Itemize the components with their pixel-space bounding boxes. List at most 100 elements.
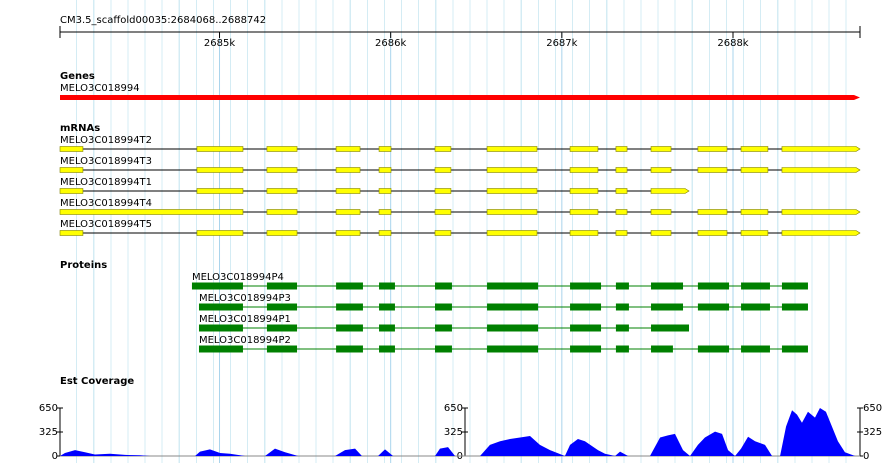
exon — [487, 345, 539, 353]
exon — [570, 345, 602, 353]
exon — [335, 167, 361, 173]
exon — [198, 303, 243, 311]
exon — [266, 188, 298, 194]
exon — [740, 209, 769, 215]
exon — [198, 345, 243, 353]
exon — [266, 282, 298, 290]
x-tick-label: 2687k — [546, 38, 577, 49]
exon — [781, 209, 861, 215]
gene-bar — [60, 95, 860, 100]
feature-name: MELO3C018994T1 — [60, 177, 152, 188]
y-tick-label: 0 — [863, 451, 869, 462]
exon — [434, 167, 452, 173]
exon — [435, 324, 452, 332]
exon — [435, 345, 452, 353]
ruler-title: CM3.5_scaffold00035:2684068..2688742 — [60, 15, 266, 26]
exon — [434, 230, 452, 236]
exon — [196, 188, 244, 194]
exon — [336, 345, 363, 353]
exon — [379, 303, 395, 311]
exon — [266, 167, 298, 173]
exon — [379, 324, 395, 332]
exon — [434, 146, 452, 152]
exon — [615, 230, 628, 236]
exon — [697, 282, 730, 290]
y-tick-label: 325 — [863, 427, 882, 438]
exon — [486, 188, 538, 194]
exon — [781, 167, 861, 173]
exon — [191, 282, 243, 290]
exon — [379, 282, 395, 290]
exon — [569, 230, 599, 236]
exon — [650, 167, 672, 173]
feature-name: MELO3C018994P3 — [199, 293, 291, 304]
exon — [59, 188, 84, 194]
exon — [650, 230, 672, 236]
exon — [615, 209, 628, 215]
exon — [615, 167, 628, 173]
exon — [487, 324, 539, 332]
exon — [335, 188, 361, 194]
exon — [781, 146, 861, 152]
exon — [651, 303, 684, 311]
exon — [266, 146, 298, 152]
exon — [569, 146, 599, 152]
exon — [740, 230, 769, 236]
exon — [697, 303, 730, 311]
exon — [781, 282, 808, 290]
exon — [435, 303, 452, 311]
exon — [335, 146, 361, 152]
exon — [378, 188, 392, 194]
exon — [196, 230, 244, 236]
exon — [615, 345, 629, 353]
exon — [196, 167, 244, 173]
exon — [378, 209, 392, 215]
feature-name: MELO3C018994T4 — [60, 198, 152, 209]
exon — [379, 345, 395, 353]
exon — [434, 188, 452, 194]
exon — [651, 345, 673, 353]
feature-name: MELO3C018994P4 — [192, 272, 284, 283]
y-tick-label: 650 — [444, 403, 463, 414]
exon — [740, 146, 769, 152]
exon — [570, 282, 602, 290]
exon — [781, 345, 808, 353]
exon — [615, 303, 629, 311]
exon — [378, 146, 392, 152]
feature-name: MELO3C018994T3 — [60, 156, 152, 167]
left-margin — [0, 0, 60, 463]
exon — [266, 209, 298, 215]
track-label: Genes — [60, 71, 95, 82]
track-label: Proteins — [60, 260, 107, 271]
exon — [435, 282, 452, 290]
feature-name: MELO3C018994T2 — [60, 135, 152, 146]
exon — [486, 167, 538, 173]
feature-name: MELO3C018994 — [60, 83, 140, 94]
y-tick-label: 0 — [52, 451, 58, 462]
exon — [650, 188, 690, 194]
exon — [650, 209, 672, 215]
exon — [650, 146, 672, 152]
exon — [434, 209, 452, 215]
exon — [196, 146, 244, 152]
exon — [741, 282, 770, 290]
exon — [740, 167, 769, 173]
x-tick-label: 2688k — [717, 38, 748, 49]
exon — [781, 303, 808, 311]
x-tick-label: 2685k — [204, 38, 235, 49]
exon — [486, 230, 538, 236]
exon — [741, 303, 770, 311]
y-tick-label: 325 — [39, 427, 58, 438]
exon — [569, 188, 599, 194]
exon — [487, 282, 539, 290]
exon — [697, 167, 728, 173]
exon — [59, 146, 84, 152]
exon — [266, 303, 298, 311]
exon — [487, 303, 539, 311]
exon — [615, 146, 628, 152]
exon — [266, 230, 298, 236]
exon — [198, 324, 243, 332]
y-tick-label: 650 — [39, 403, 58, 414]
exon — [59, 209, 244, 215]
exon — [697, 345, 730, 353]
